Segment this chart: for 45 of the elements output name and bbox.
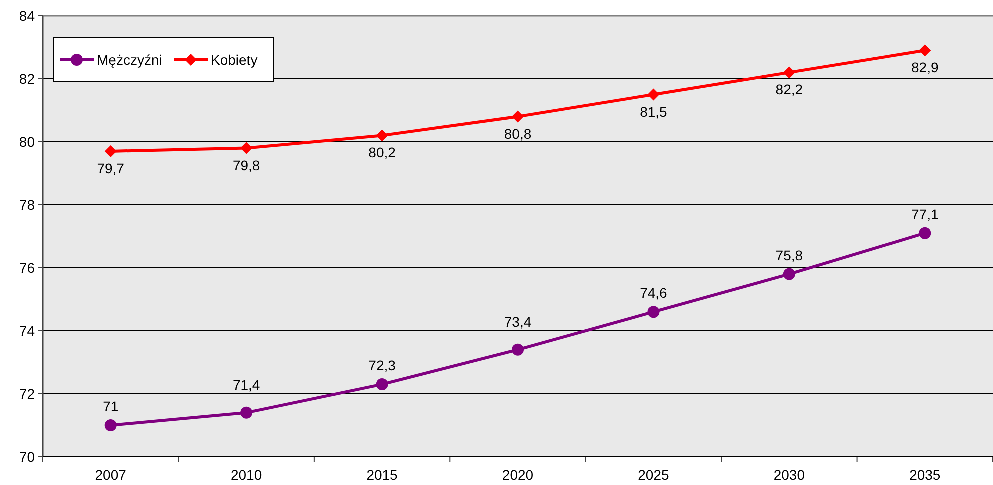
data-label: 77,1 xyxy=(912,206,939,222)
point xyxy=(648,88,660,101)
x-tick-label: 2015 xyxy=(366,467,398,483)
point xyxy=(240,406,253,419)
data-label: 71 xyxy=(103,398,119,414)
point xyxy=(648,306,660,318)
y-tick-label: 76 xyxy=(19,260,36,276)
point xyxy=(104,145,117,158)
data-label: 82,9 xyxy=(912,60,939,76)
data-label: 75,8 xyxy=(776,247,804,264)
point xyxy=(919,227,932,240)
point xyxy=(104,420,117,432)
data-label: 80,8 xyxy=(504,126,532,142)
data-label: 82,2 xyxy=(776,82,804,98)
data-label: 73,4 xyxy=(504,314,532,330)
y-tick-label: 70 xyxy=(19,449,36,465)
data-label: 81,5 xyxy=(640,104,668,120)
data-label: 79,7 xyxy=(97,160,125,176)
x-tick-label: 2010 xyxy=(230,467,262,483)
data-label: 80,2 xyxy=(368,144,396,161)
point xyxy=(376,378,388,391)
point xyxy=(512,110,524,123)
point xyxy=(376,130,388,142)
point xyxy=(240,142,253,154)
x-tick-label: 2030 xyxy=(774,467,806,483)
y-tick-label: 74 xyxy=(19,323,36,339)
x-tick-label: 2035 xyxy=(910,467,941,483)
x-tick-label: 2025 xyxy=(638,467,670,483)
point xyxy=(919,44,932,57)
x-tick-label: 2020 xyxy=(502,467,534,483)
x-tick-label: 2007 xyxy=(95,467,127,483)
point xyxy=(783,268,796,280)
y-tick-label: 82 xyxy=(19,71,36,87)
legend-label: Mężczyźni xyxy=(97,52,162,68)
point xyxy=(512,344,524,356)
y-tick-label: 78 xyxy=(19,197,36,213)
legend-label: Kobiety xyxy=(211,52,258,68)
data-label: 72,3 xyxy=(368,358,396,374)
y-tick-label: 84 xyxy=(19,8,36,24)
y-tick-label: 72 xyxy=(19,386,36,402)
data-label: 74,6 xyxy=(640,285,668,302)
data-label: 71,4 xyxy=(232,377,260,393)
data-label: 79,8 xyxy=(232,157,260,174)
y-tick-label: 80 xyxy=(19,134,36,150)
point xyxy=(783,66,796,79)
